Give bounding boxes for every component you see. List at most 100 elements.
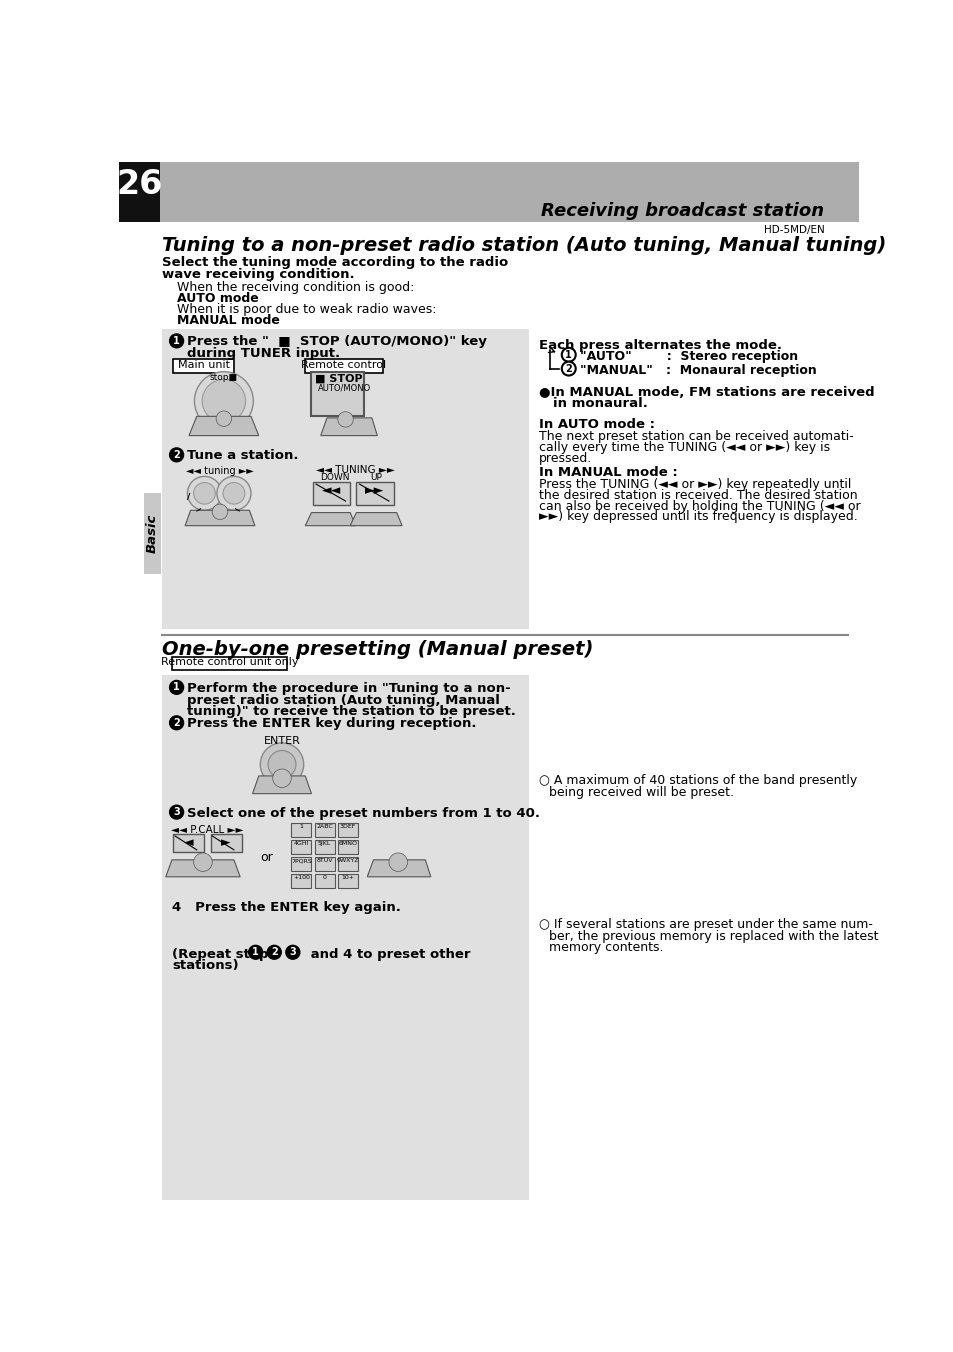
Circle shape: [170, 680, 183, 695]
Text: 1: 1: [252, 948, 259, 957]
Polygon shape: [320, 418, 377, 435]
Text: ENTER: ENTER: [263, 735, 300, 746]
Text: When the receiving condition is good:: When the receiving condition is good:: [177, 281, 415, 293]
Text: 6MNO: 6MNO: [338, 841, 357, 846]
Bar: [172, 657, 286, 671]
Circle shape: [267, 945, 281, 959]
Text: Main unit: Main unit: [177, 360, 230, 370]
Text: 1: 1: [565, 350, 572, 360]
Circle shape: [194, 372, 253, 430]
Text: 2: 2: [173, 718, 180, 727]
Text: 4   Press the ENTER key again.: 4 Press the ENTER key again.: [172, 902, 400, 914]
Polygon shape: [185, 510, 254, 526]
Text: 3DEF: 3DEF: [339, 825, 355, 829]
Text: and 4 to preset other: and 4 to preset other: [306, 948, 470, 961]
Text: One-by-one presetting (Manual preset): One-by-one presetting (Manual preset): [162, 639, 593, 658]
Bar: [305, 360, 382, 373]
Text: 5JKL: 5JKL: [317, 841, 331, 846]
Text: the desired station is received. The desired station: the desired station is received. The des…: [538, 488, 857, 502]
Text: ○ If several stations are preset under the same num-: ○ If several stations are preset under t…: [538, 918, 872, 932]
Bar: [211, 834, 241, 852]
Circle shape: [260, 742, 303, 786]
Text: 1: 1: [173, 683, 180, 692]
Text: Press the "  ■  STOP (AUTO/MONO)" key: Press the " ■ STOP (AUTO/MONO)" key: [187, 335, 487, 349]
Text: 2ABC: 2ABC: [315, 825, 333, 829]
Text: Select the tuning mode according to the radio: Select the tuning mode according to the …: [162, 256, 508, 269]
Bar: [356, 481, 394, 504]
Text: can also be received by holding the TUNING (◄◄ or: can also be received by holding the TUNI…: [538, 499, 860, 512]
Text: wave receiving condition.: wave receiving condition.: [162, 268, 355, 281]
Text: memory contents.: memory contents.: [549, 941, 663, 955]
Text: Remote control: Remote control: [301, 360, 386, 370]
Text: 2: 2: [271, 948, 277, 957]
Text: The next preset station can be received automati-: The next preset station can be received …: [538, 430, 853, 443]
Text: "MANUAL"   :  Monaural reception: "MANUAL" : Monaural reception: [579, 364, 817, 377]
Circle shape: [216, 411, 232, 426]
Bar: [337, 857, 357, 871]
Circle shape: [202, 380, 245, 422]
Text: ■ STOP: ■ STOP: [315, 375, 362, 384]
Text: In MANUAL mode :: In MANUAL mode :: [538, 466, 678, 480]
Text: ○ A maximum of 40 stations of the band presently: ○ A maximum of 40 stations of the band p…: [538, 775, 857, 787]
Polygon shape: [350, 512, 402, 526]
Text: 9WXYZ: 9WXYZ: [336, 859, 358, 864]
Text: Remote control unit only: Remote control unit only: [160, 657, 297, 668]
Text: 7PQRS: 7PQRS: [291, 859, 312, 864]
Text: 4GHI: 4GHI: [294, 841, 309, 846]
Text: ►►: ►►: [365, 484, 384, 498]
Text: When it is poor due to weak radio waves:: When it is poor due to weak radio waves:: [177, 303, 436, 316]
Text: 2: 2: [565, 364, 572, 373]
Text: 10+: 10+: [341, 875, 354, 880]
Circle shape: [170, 334, 183, 347]
Text: stop■: stop■: [210, 373, 237, 383]
Text: Each press alternates the mode.: Each press alternates the mode.: [538, 339, 781, 353]
Text: Tune a station.: Tune a station.: [187, 449, 298, 462]
Text: Press the ENTER key during reception.: Press the ENTER key during reception.: [187, 718, 476, 730]
Circle shape: [193, 853, 212, 872]
Circle shape: [193, 483, 215, 504]
Text: +100: +100: [293, 875, 310, 880]
Bar: [162, 329, 529, 629]
Text: "AUTO"        :  Stereo reception: "AUTO" : Stereo reception: [579, 350, 798, 364]
Text: In AUTO mode :: In AUTO mode :: [538, 418, 655, 431]
Text: preset radio station (Auto tuning, Manual: preset radio station (Auto tuning, Manua…: [187, 694, 499, 707]
Text: 3: 3: [289, 948, 296, 957]
Text: stations): stations): [172, 959, 238, 972]
Circle shape: [170, 448, 183, 462]
Text: ►: ►: [221, 836, 231, 849]
Text: DOWN: DOWN: [319, 473, 349, 483]
Bar: [173, 360, 233, 373]
Circle shape: [561, 362, 575, 376]
Bar: [314, 857, 335, 871]
Circle shape: [249, 945, 262, 959]
Text: Receiving broadcast station: Receiving broadcast station: [540, 203, 823, 220]
Bar: [162, 675, 529, 1201]
Text: tuning)" to receive the station to be preset.: tuning)" to receive the station to be pr…: [187, 706, 516, 718]
Circle shape: [389, 853, 407, 872]
Bar: [291, 857, 311, 871]
Text: being received will be preset.: being received will be preset.: [549, 786, 734, 799]
Polygon shape: [253, 776, 311, 794]
Polygon shape: [367, 860, 431, 877]
Bar: [311, 372, 364, 416]
Circle shape: [216, 476, 251, 510]
Bar: [144, 493, 161, 575]
Circle shape: [561, 347, 575, 362]
Circle shape: [268, 750, 295, 779]
Text: Tuning to a non-preset radio station (Auto tuning, Manual tuning): Tuning to a non-preset radio station (Au…: [162, 237, 885, 256]
Text: 2: 2: [173, 450, 180, 460]
Text: ◄◄ TUNING ►►: ◄◄ TUNING ►►: [315, 465, 395, 475]
Bar: [313, 481, 350, 504]
Text: ●In MANUAL mode, FM stations are received: ●In MANUAL mode, FM stations are receive…: [538, 385, 874, 399]
Bar: [119, 162, 159, 222]
Circle shape: [212, 504, 228, 519]
Text: 1: 1: [299, 825, 303, 829]
Text: (Repeat steps: (Repeat steps: [172, 948, 280, 961]
Text: cally every time the TUNING (◄◄ or ►►) key is: cally every time the TUNING (◄◄ or ►►) k…: [538, 441, 829, 454]
Text: 0: 0: [322, 875, 326, 880]
Text: 26: 26: [116, 169, 162, 201]
Circle shape: [286, 945, 299, 959]
Text: ◄: ◄: [184, 836, 193, 849]
Text: in monaural.: in monaural.: [553, 397, 647, 410]
Bar: [314, 840, 335, 853]
